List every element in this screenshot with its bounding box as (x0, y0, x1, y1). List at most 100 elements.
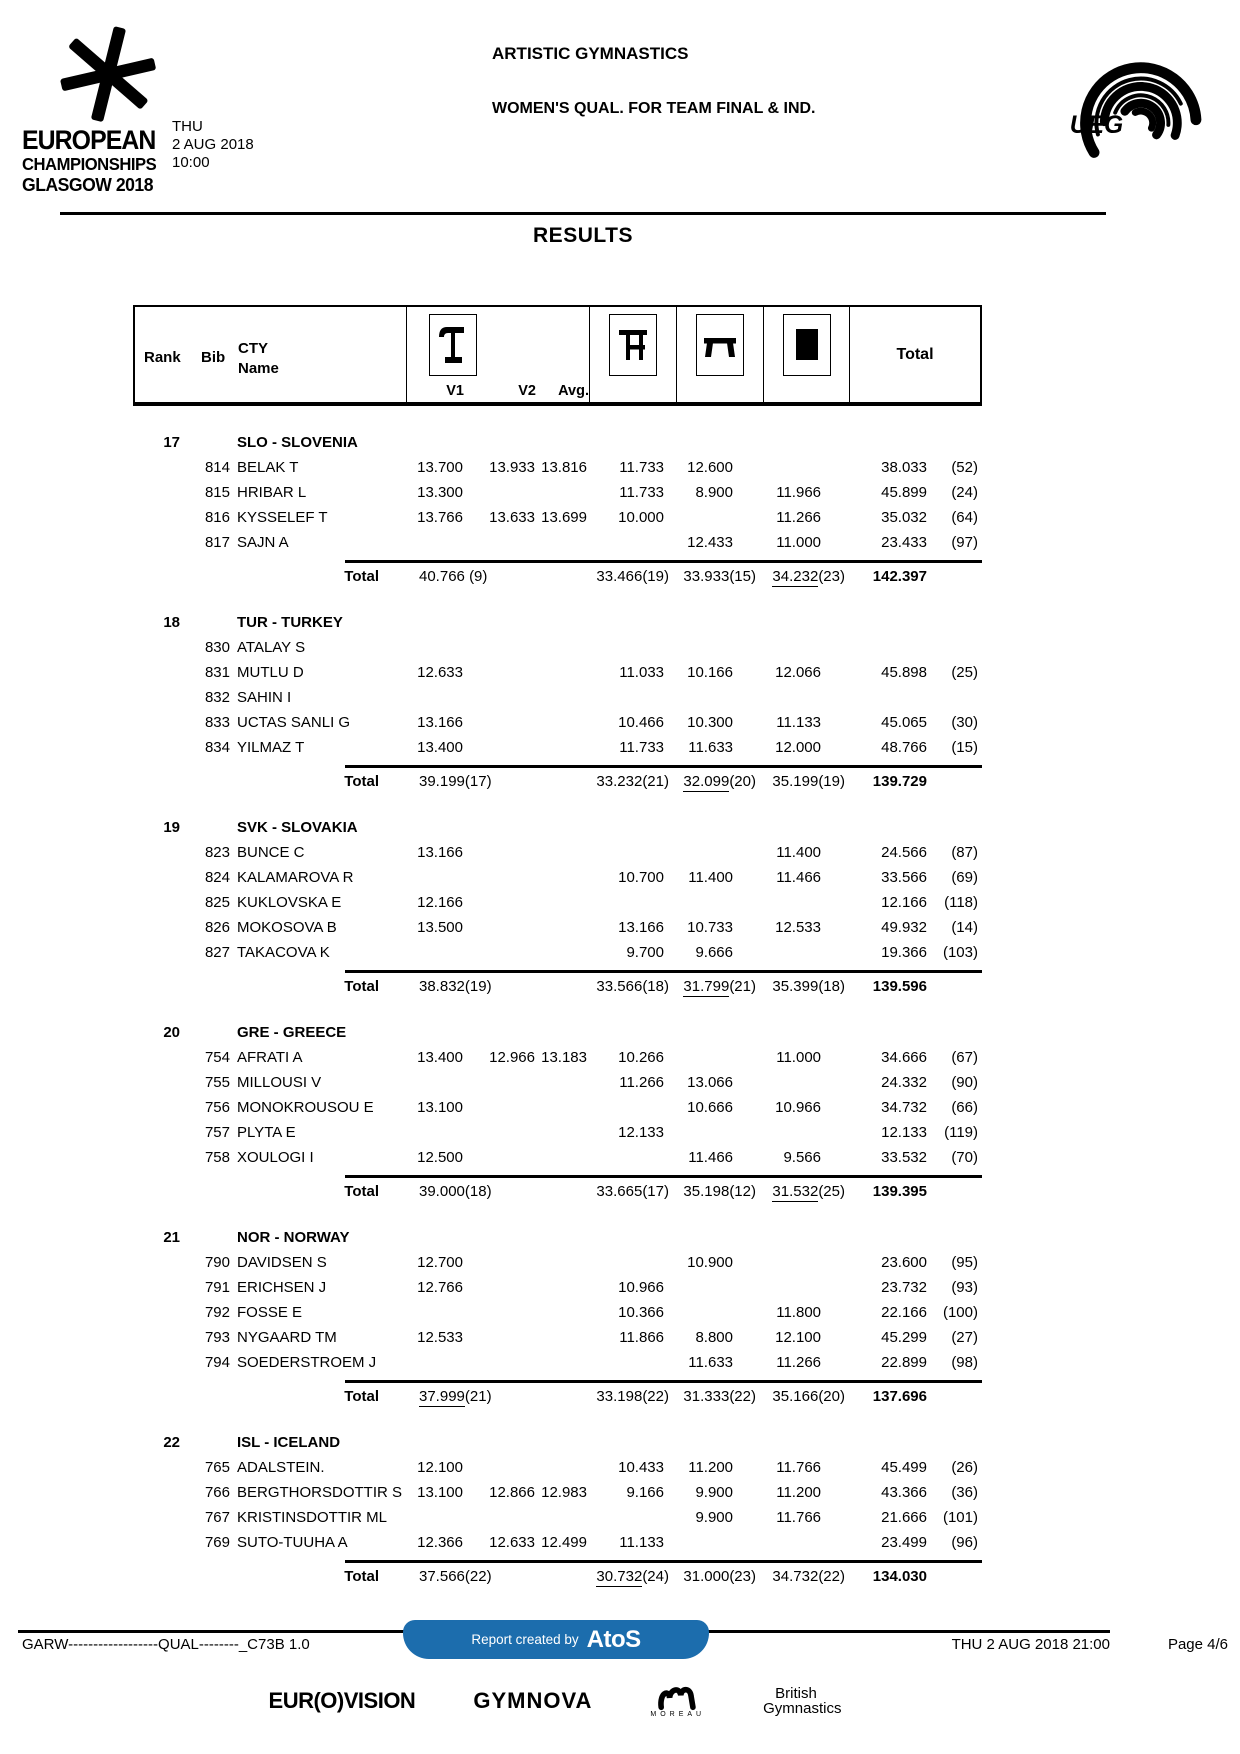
score-balance-beam: 8.900 (695, 484, 733, 501)
score-vault-avg (539, 865, 588, 890)
team-name: TUR - TURKEY (237, 614, 343, 631)
score-vault-1 (405, 940, 467, 965)
gymnast-bib: 824 (204, 869, 230, 886)
score-balance-beam: 11.466 (688, 1149, 733, 1166)
score-uneven-bars: 12.133 (618, 1124, 664, 1141)
team-total-rank: (19) (818, 773, 845, 790)
score-total (848, 685, 928, 710)
score-total (848, 635, 928, 660)
score-vault-2 (467, 865, 539, 890)
column-header-uneven-bars (589, 307, 676, 402)
team-total-rank: (22) (818, 1568, 845, 1585)
column-header-name: Name (238, 360, 279, 377)
score-vault-1: 13.400 (417, 739, 463, 756)
score-total: 24.566 (881, 844, 927, 861)
gymnast-name: KALAMAROVA R (237, 869, 354, 886)
score-floor: 11.000 (776, 1049, 821, 1066)
gymnast-row: 769 SUTO-TUUHA A 12.366 12.633 12.499 11.133 2… (133, 1530, 982, 1555)
score-floor (762, 1275, 848, 1300)
score-total: 23.499 (881, 1534, 927, 1551)
team-total-score: 31.333 (683, 1388, 730, 1405)
gymnast-row: 757 PLYTA E 12.133 12.133 (119) (133, 1120, 982, 1145)
gymnast-name: ERICHSEN J (237, 1279, 327, 1296)
team-total-score: 33.232 (596, 773, 643, 790)
event-logo-text: EUROPEAN CHAMPIONSHIPS GLASGOW 2018 (22, 127, 167, 194)
score-balance-beam (675, 1120, 762, 1145)
ueg-logo-text: UEG (1070, 112, 1123, 139)
team-total-rank: (21) (464, 1388, 492, 1405)
gymnast-bib: 766 (204, 1484, 230, 1501)
score-vault-2 (467, 735, 539, 760)
score-floor: 11.800 (776, 1304, 821, 1321)
score-floor (762, 1530, 848, 1555)
score-balance-beam (675, 685, 762, 710)
team-total-rank: (18) (464, 1183, 492, 1200)
score-uneven-bars: 10.466 (618, 714, 664, 731)
score-total: 48.766 (881, 739, 927, 756)
team-total-overall: 139.596 (872, 978, 927, 995)
team-total-rank: (23) (818, 568, 845, 585)
score-floor: 11.766 (776, 1459, 821, 1476)
score-uneven-bars (588, 1350, 675, 1375)
gymnast-name: MUTLU D (237, 664, 304, 681)
team-total-uneven-bars: 33.198(22) (588, 1380, 675, 1410)
score-total: 33.532 (881, 1149, 927, 1166)
gymnast-bib: 756 (204, 1099, 230, 1116)
score-vault-2 (467, 1455, 539, 1480)
score-balance-beam: 10.666 (687, 1099, 733, 1116)
team-total-separator-line (345, 970, 982, 973)
score-balance-beam: 12.433 (687, 534, 733, 551)
gymnast-bib: 825 (204, 894, 230, 911)
score-vault-avg (539, 1095, 588, 1120)
gymnast-row: 834 YILMAZ T 13.400 11.733 11.633 12.000 48.76… (133, 735, 982, 760)
gymnast-row: 827 TAKACOVA K 9.700 9.666 19.366 (103) (133, 940, 982, 965)
team-total-rank: (22) (729, 1388, 756, 1405)
gymnast-row: 793 NYGAARD TM 12.533 11.866 8.800 12.100 45.2… (133, 1325, 982, 1350)
gymnast-name: AFRATI A (237, 1049, 303, 1066)
report-banner: Report created by AtoS (403, 1620, 709, 1659)
team-name: ISL - ICELAND (237, 1434, 341, 1451)
score-vault-2: 13.933 (489, 459, 535, 476)
team-total-rank: (9) (469, 568, 488, 585)
score-balance-beam: 11.633 (688, 739, 733, 756)
score-uneven-bars: 9.700 (626, 944, 664, 961)
individual-rank: (70) (951, 1149, 978, 1166)
score-uneven-bars (588, 1250, 675, 1275)
individual-rank: (96) (951, 1534, 978, 1551)
score-balance-beam (675, 1045, 762, 1070)
team-block: 22 ISL - ICELAND 765 ADALSTEIN. 12.100 10.433… (133, 1430, 982, 1590)
score-vault-2 (467, 1325, 539, 1350)
gymnast-bib: 769 (204, 1534, 230, 1551)
score-floor (762, 1250, 848, 1275)
score-floor (762, 890, 848, 915)
team-block: 17 SLO - SLOVENIA 814 BELAK T 13.700 13.933 13… (133, 430, 982, 590)
team-total-rank: (17) (642, 1183, 669, 1200)
uneven-bars-icon (619, 330, 647, 360)
gymnast-name: KRISTINSDOTTIR ML (237, 1509, 388, 1526)
score-vault-1: 13.500 (417, 919, 463, 936)
team-total-label: Total (344, 978, 379, 995)
individual-rank: (14) (951, 919, 978, 936)
score-vault-1 (405, 685, 467, 710)
team-total-rank: (19) (464, 978, 492, 995)
gymnast-row: 817 SAJN A 12.433 11.000 23.433 (97) (133, 530, 982, 555)
score-vault-avg (539, 685, 588, 710)
score-vault-2 (467, 710, 539, 735)
team-total-floor: 31.532(25) (762, 1175, 848, 1205)
gymnast-row: 756 MONOKROUSOU E 13.100 10.666 10.966 34.732… (133, 1095, 982, 1120)
score-uneven-bars (588, 1505, 675, 1530)
team-total-rank: (23) (729, 1568, 756, 1585)
team-total-separator-line (345, 560, 982, 563)
gymnast-bib: 793 (204, 1329, 230, 1346)
score-floor (762, 685, 848, 710)
gymnast-bib: 754 (204, 1049, 230, 1066)
score-vault-avg (539, 1350, 588, 1375)
team-total-floor: 35.399(18) (762, 970, 848, 1000)
score-uneven-bars: 10.266 (618, 1049, 664, 1066)
score-vault-2 (467, 685, 539, 710)
score-vault-1: 13.100 (417, 1484, 463, 1501)
score-vault-1: 13.300 (417, 484, 463, 501)
score-vault-2 (467, 1350, 539, 1375)
score-uneven-bars: 11.266 (619, 1074, 664, 1091)
team-total-uneven-bars: 33.566(18) (588, 970, 675, 1000)
